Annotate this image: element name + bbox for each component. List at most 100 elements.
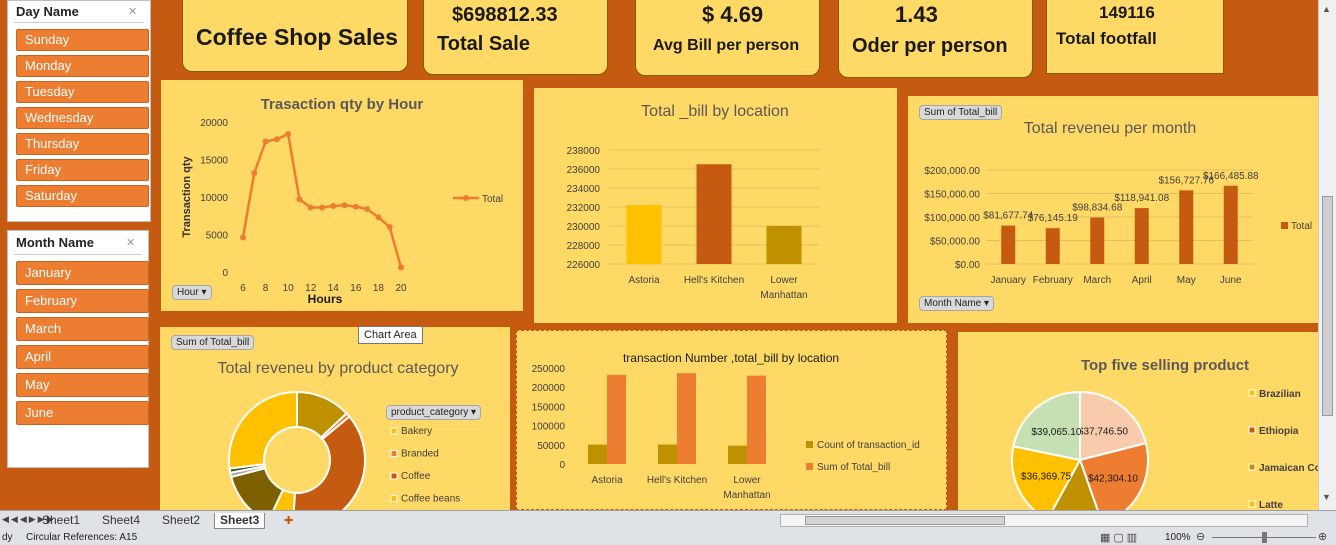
slicer-item-monday[interactable]: Monday <box>16 55 149 77</box>
month-name-filter-button[interactable]: Month Name ▾ <box>919 296 995 311</box>
legend-label: Ethiopia <box>1259 426 1299 437</box>
insert-sheet-icon[interactable]: ✚ <box>284 515 294 527</box>
dashboard-sheet: Day Name ✕ Sunday Monday Tuesday Wednesd… <box>0 0 1318 510</box>
slicer-divider <box>14 254 142 255</box>
sum-total-bill-label: Sum of Total_bill <box>924 107 998 118</box>
clear-filter-icon[interactable]: ✕ <box>126 237 136 249</box>
slicer-item-sunday[interactable]: Sunday <box>16 29 149 51</box>
revenue-per-month-panel[interactable]: Total reveneu per month $0.00 $50,000.00 $1… <box>908 96 1318 323</box>
x-tick-label: 12 <box>305 283 317 294</box>
data-point <box>296 196 303 203</box>
bar <box>1179 190 1194 264</box>
zoom-in-icon[interactable]: ⊕ <box>1318 531 1328 543</box>
chart-title: transaction Number ,total_bill by locati… <box>623 351 839 365</box>
ready-status: dy <box>2 532 13 543</box>
transaction-bill-by-location-panel[interactable]: transaction Number ,total_bill by locati… <box>516 330 947 510</box>
bar <box>626 205 662 264</box>
tab-sheet2[interactable]: Sheet2 <box>162 513 201 527</box>
sum-total-bill-button[interactable]: Sum of Total_bill <box>919 105 1003 120</box>
slicer-item-february[interactable]: February <box>16 289 149 313</box>
data-point <box>386 224 393 230</box>
total-sale-card: $698812.33 Total Sale <box>423 0 608 75</box>
footfall-value: 149116 <box>1099 3 1155 22</box>
month-bar-chart[interactable]: Total reveneu per month $0.00 $50,000.00 $1… <box>908 96 1318 323</box>
y-tick-label: 230000 <box>567 222 601 233</box>
y-tick-label: 100000 <box>532 422 566 433</box>
data-label: $118,941.08 <box>1114 193 1169 204</box>
location-bar-chart[interactable]: Total _bill by location 226000 228000 23000… <box>534 88 897 323</box>
zoom-slider-thumb[interactable] <box>1262 532 1267 543</box>
legend-label: Total <box>482 194 503 205</box>
category-donut-chart[interactable]: Total reveneu by product category Bakery B… <box>160 327 510 510</box>
data-point <box>251 170 258 176</box>
x-tick-label: June <box>1220 275 1242 286</box>
revenue-by-category-panel[interactable]: Total reveneu by product category Bakery B… <box>160 327 510 510</box>
slicer-item-march[interactable]: March <box>16 317 149 341</box>
line-chart[interactable]: Trasaction qty by Hour 0 5000 10000 15000 200… <box>161 80 523 311</box>
total-bill-by-location-panel[interactable]: Total _bill by location 226000 228000 23000… <box>534 88 897 323</box>
x-axis-label: Hours <box>308 292 343 306</box>
clustered-bar-chart[interactable]: transaction Number ,total_bill by locati… <box>517 331 948 510</box>
tab-sheet1[interactable]: Sheet1 <box>42 513 81 527</box>
slicer-item-january[interactable]: January <box>16 261 149 285</box>
slicer-item-friday[interactable]: Friday <box>16 159 149 181</box>
data-label: $166,485.88 <box>1203 171 1259 182</box>
scroll-down-icon[interactable]: ▼ <box>1322 492 1331 502</box>
legend-marker-dot <box>463 195 469 201</box>
product-category-filter-button[interactable]: product_category ▾ <box>386 405 482 420</box>
legend-label: Brazilian <box>1259 389 1301 400</box>
scroll-up-icon[interactable]: ▲ <box>1322 4 1331 14</box>
chart-title: Total _bill by location <box>641 103 789 120</box>
bar <box>1134 208 1149 264</box>
y-tick-label: 15000 <box>200 156 228 167</box>
clear-filter-icon[interactable]: ✕ <box>128 6 138 18</box>
hour-filter-button[interactable]: Hour ▾ <box>172 285 212 300</box>
zoom-out-icon[interactable]: ⊖ <box>1196 531 1206 543</box>
bar <box>728 445 747 464</box>
x-tick-label: Astoria <box>628 275 660 286</box>
sum-total-bill-button[interactable]: Sum of Total_bill <box>171 335 255 350</box>
data-label: $39,065.10 <box>1031 427 1081 438</box>
slicer-item-june[interactable]: June <box>16 401 149 425</box>
top-five-products-panel[interactable]: Top five selling product $37,746.50 $42,30… <box>958 332 1318 510</box>
data-label: $42,304.10 <box>1088 474 1138 485</box>
order-per-person-card: 1.43 Oder per person <box>838 0 1033 78</box>
x-tick-label: April <box>1132 275 1152 286</box>
bar <box>747 375 766 464</box>
tab-sheet4[interactable]: Sheet4 <box>102 513 141 527</box>
x-tick-label: Hell's Kitchen <box>684 275 744 286</box>
transaction-qty-by-hour-panel[interactable]: Trasaction qty by Hour 0 5000 10000 15000 200… <box>161 80 523 311</box>
x-tick-label: 8 <box>263 283 269 294</box>
view-buttons-icon[interactable]: ▦▢▥ <box>1100 532 1141 544</box>
slicer-item-wednesday[interactable]: Wednesday <box>16 107 149 129</box>
y-tick-label: $100,000.00 <box>924 213 980 224</box>
order-per-person-value: 1.43 <box>895 2 938 27</box>
data-point <box>285 131 292 137</box>
series-line-total <box>241 132 403 268</box>
legend-label: Sum of Total_bill <box>817 462 890 473</box>
y-tick-label: 200000 <box>532 383 566 394</box>
zoom-level: 100% <box>1165 532 1191 543</box>
slicer-item-may[interactable]: May <box>16 373 149 397</box>
product-category-filter-label: product_category <box>391 407 469 418</box>
slicer-item-saturday[interactable]: Saturday <box>16 185 149 207</box>
x-tick-label: 6 <box>240 283 246 294</box>
data-label: $36,369.75 <box>1021 472 1071 483</box>
slicer-item-thursday[interactable]: Thursday <box>16 133 149 155</box>
scrollbar-thumb[interactable] <box>1322 196 1333 416</box>
slicer-item-tuesday[interactable]: Tuesday <box>16 81 149 103</box>
chart-title: Top five selling product <box>1081 357 1249 374</box>
sheet-nav-arrows-icon[interactable]: ◀◀◀▶▶▶ <box>2 514 56 524</box>
data-label: $81,677.74 <box>983 211 1033 222</box>
tab-sheet3[interactable]: Sheet3 <box>214 513 266 529</box>
horizontal-scrollbar[interactable] <box>780 514 1308 527</box>
x-tick-label: February <box>1033 275 1073 286</box>
horizontal-scrollbar-thumb[interactable] <box>805 516 1005 525</box>
footfall-card: 149116 Total footfall <box>1046 0 1224 74</box>
legend-marker <box>1248 463 1256 471</box>
data-point <box>330 203 337 209</box>
vertical-scrollbar[interactable]: ▲ ▼ <box>1318 0 1336 510</box>
slicer-item-april[interactable]: April <box>16 345 149 369</box>
y-tick-label: 50000 <box>537 441 565 452</box>
top-products-pie-chart[interactable]: Top five selling product $37,746.50 $42,30… <box>958 332 1318 510</box>
